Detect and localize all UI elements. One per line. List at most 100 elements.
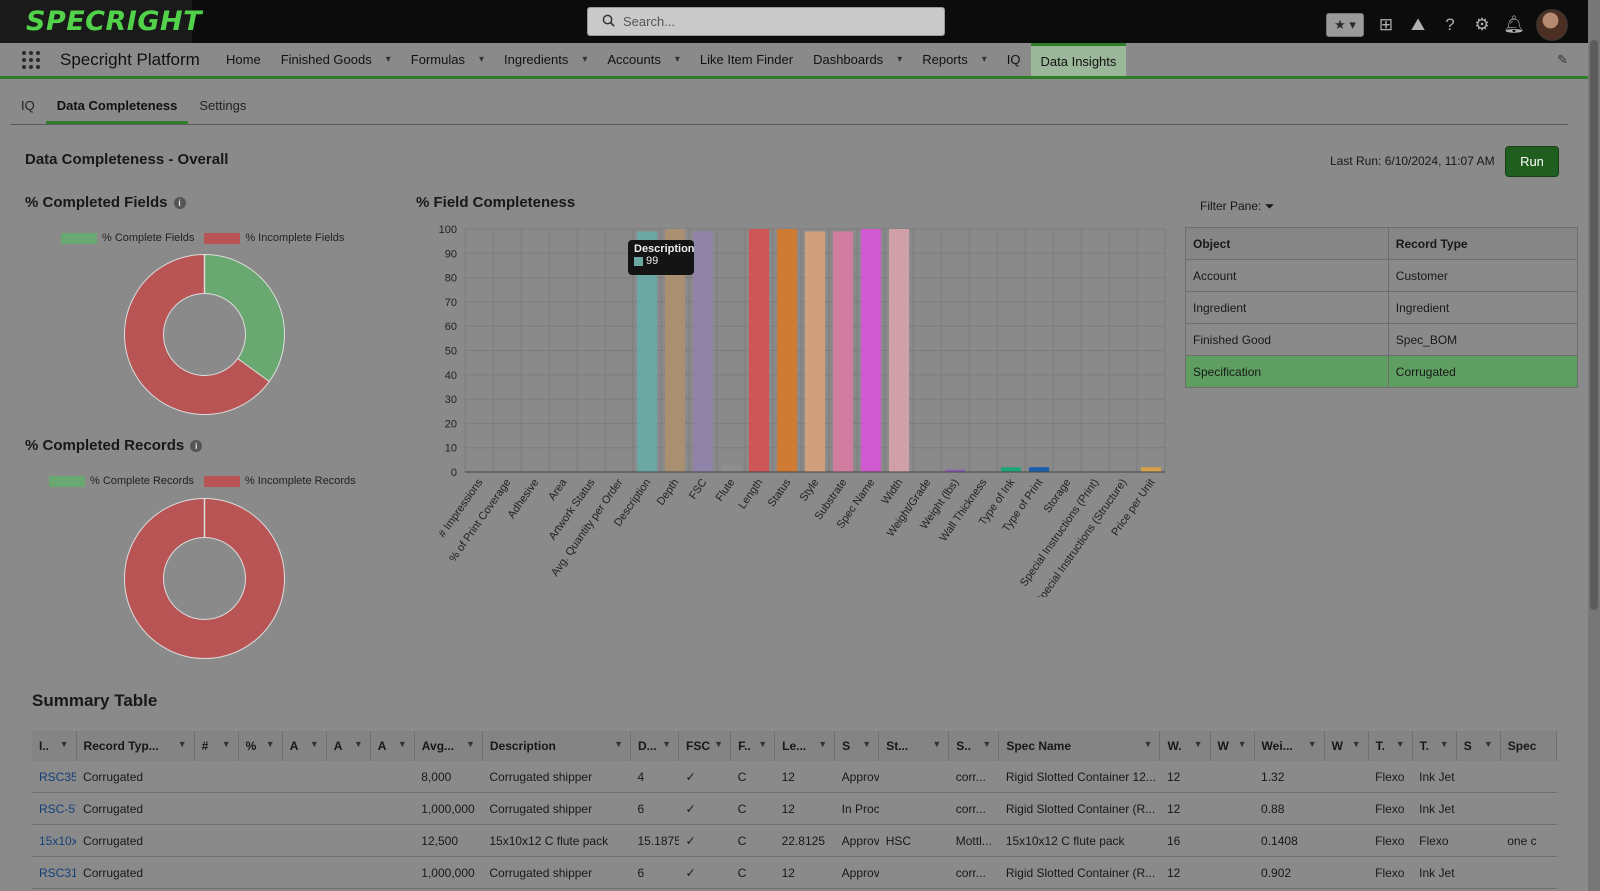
nav-item-dashboards[interactable]: Dashboards ▾ — [803, 43, 912, 76]
bar[interactable] — [944, 469, 966, 472]
chevron-down-icon[interactable]: ▼ — [818, 739, 828, 749]
scrollbar-thumb[interactable] — [1590, 40, 1598, 610]
record-link[interactable]: RSC31' — [32, 856, 77, 889]
bar[interactable] — [692, 231, 714, 472]
table-row[interactable]: RSC31' Corrugated 1,000,000 Corrugated ship… — [32, 856, 1557, 889]
summary-col-header[interactable]: F.. ▼ — [730, 731, 776, 761]
run-button[interactable]: Run — [1505, 146, 1559, 177]
summary-col-header[interactable]: Avg... ▼ — [414, 731, 483, 761]
chevron-down-icon[interactable]: ▼ — [1193, 739, 1203, 749]
summary-col-header[interactable]: % ▼ — [238, 731, 283, 761]
filter-row-selected[interactable]: Specification Corrugated — [1185, 355, 1579, 388]
nav-item-home[interactable]: Home — [216, 43, 271, 76]
global-actions-plus-icon[interactable]: ⊞ — [1378, 15, 1394, 34]
summary-col-header[interactable]: W ▼ — [1210, 731, 1255, 761]
tab-settings[interactable]: Settings — [199, 98, 247, 113]
chevron-down-icon[interactable]: ▼ — [1351, 739, 1361, 749]
chevron-down-icon[interactable]: ▾ — [582, 54, 588, 65]
filter-row[interactable]: Ingredient Ingredient — [1185, 291, 1579, 324]
specright-logo[interactable]: SPECRIGHT — [26, 6, 203, 37]
summary-col-header[interactable]: Le... ▼ — [774, 731, 836, 761]
donut-slice-incomplete[interactable] — [123, 498, 285, 659]
bar[interactable] — [1000, 467, 1022, 472]
chevron-down-icon[interactable]: ▼ — [1237, 739, 1247, 749]
chevron-down-icon[interactable]: ▼ — [221, 739, 231, 749]
chevron-down-icon[interactable]: ▼ — [1307, 739, 1317, 749]
summary-col-header[interactable]: I.. ▼ — [32, 731, 77, 761]
filter-funnel-icon[interactable]: ⏷ — [1264, 199, 1275, 213]
page-scrollbar[interactable] — [1588, 0, 1600, 891]
chevron-down-icon[interactable]: ▾ — [385, 54, 391, 65]
edit-nav-pencil-icon[interactable]: ✎ — [1557, 52, 1568, 67]
info-icon[interactable]: i — [173, 197, 186, 210]
bar[interactable] — [608, 469, 630, 472]
chevron-down-icon[interactable]: ▼ — [758, 739, 768, 749]
table-row[interactable]: RSC-5' Corrugated 1,000,000 Corrugated ship… — [32, 792, 1557, 825]
nav-item-data-insights[interactable]: Data Insights — [1030, 43, 1127, 76]
bar[interactable] — [860, 229, 882, 472]
chevron-down-icon[interactable]: ▼ — [932, 739, 942, 749]
chevron-down-icon[interactable]: ▼ — [862, 739, 872, 749]
bar[interactable] — [748, 229, 770, 472]
record-link[interactable]: RSC-5' — [32, 792, 77, 825]
chevron-down-icon[interactable]: ▼ — [714, 739, 724, 749]
chevron-down-icon[interactable]: ▾ — [897, 54, 903, 65]
chevron-down-icon[interactable]: ▼ — [1483, 739, 1493, 749]
chevron-down-icon[interactable]: ▾ — [478, 54, 484, 65]
nav-item-reports[interactable]: Reports ▾ — [912, 43, 997, 76]
tab-data-completeness[interactable]: Data Completeness — [45, 91, 189, 124]
chevron-down-icon[interactable]: ▾ — [981, 54, 987, 65]
chevron-down-icon[interactable]: ▼ — [59, 739, 69, 749]
app-launcher-icon[interactable] — [22, 51, 40, 69]
record-link[interactable]: RSC35 — [32, 761, 77, 793]
favorites-star-icon[interactable]: ★ ▾ — [1326, 13, 1364, 37]
legend-label-complete[interactable]: % Complete Records — [90, 475, 194, 487]
trailhead-icon[interactable]: ⛰ — [1410, 15, 1426, 34]
chevron-down-icon[interactable]: ▼ — [309, 739, 319, 749]
record-link[interactable]: 15x10x — [32, 824, 77, 857]
setup-gear-icon[interactable]: ⚙ — [1474, 15, 1490, 34]
chevron-down-icon[interactable]: ▼ — [1395, 739, 1405, 749]
user-avatar[interactable] — [1536, 9, 1568, 41]
filter-row[interactable]: Account Customer — [1185, 259, 1579, 292]
legend-label-incomplete[interactable]: % Incomplete Records — [244, 475, 356, 487]
nav-item-like-item-finder[interactable]: Like Item Finder — [690, 43, 803, 76]
summary-col-header[interactable]: W. ▼ — [1159, 731, 1211, 761]
summary-col-header[interactable]: Description ▼ — [482, 731, 632, 761]
filter-row[interactable]: Finished Good Spec_BOM — [1185, 323, 1579, 356]
legend-label-incomplete[interactable]: % Incomplete Fields — [245, 232, 345, 244]
info-icon[interactable]: i — [190, 440, 203, 453]
summary-col-header[interactable]: W ▼ — [1324, 731, 1369, 761]
bar[interactable] — [832, 231, 854, 472]
summary-col-header[interactable]: T. ▼ — [1412, 731, 1457, 761]
bar[interactable] — [1028, 467, 1050, 472]
chevron-down-icon[interactable]: ▼ — [982, 739, 992, 749]
chevron-down-icon[interactable]: ▼ — [265, 739, 275, 749]
table-row[interactable]: 15x10x Corrugated 12,500 15x10x12 C flute p… — [32, 824, 1557, 857]
summary-col-header[interactable]: S.. ▼ — [948, 731, 1000, 761]
donut-slice-incomplete[interactable] — [124, 253, 270, 415]
chevron-down-icon[interactable]: ▾ — [674, 54, 680, 65]
summary-col-header[interactable]: Wei... ▼ — [1254, 731, 1325, 761]
chevron-down-icon[interactable]: ▼ — [1439, 739, 1449, 749]
legend-label-complete[interactable]: % Complete Fields — [102, 232, 195, 244]
nav-item-accounts[interactable]: Accounts ▾ — [597, 43, 690, 76]
notifications-bell-icon[interactable]: 🔔︎ — [1503, 15, 1525, 34]
table-row[interactable]: RSC35 Corrugated 8,000 Corrugated shipper 4 ✓… — [32, 761, 1557, 793]
summary-col-header[interactable]: T. ▼ — [1368, 731, 1413, 761]
bar[interactable] — [664, 229, 686, 472]
chevron-down-icon[interactable]: ▼ — [614, 739, 623, 749]
nav-item-formulas[interactable]: Formulas ▾ — [401, 43, 494, 76]
summary-col-header[interactable]: D... ▼ — [630, 731, 680, 761]
nav-item-finished-goods[interactable]: Finished Goods ▾ — [271, 43, 401, 76]
chevron-down-icon[interactable]: ▼ — [662, 739, 672, 749]
bar[interactable] — [804, 231, 826, 472]
summary-col-header[interactable]: FSC ▼ — [678, 731, 732, 761]
chevron-down-icon[interactable]: ▼ — [465, 739, 475, 749]
tab-iq[interactable]: IQ — [21, 98, 35, 113]
summary-col-header[interactable]: A ▼ — [370, 731, 415, 761]
summary-col-header[interactable]: A ▼ — [326, 731, 371, 761]
bar[interactable] — [776, 229, 798, 472]
bar[interactable] — [1140, 467, 1162, 472]
bar[interactable] — [636, 231, 658, 472]
